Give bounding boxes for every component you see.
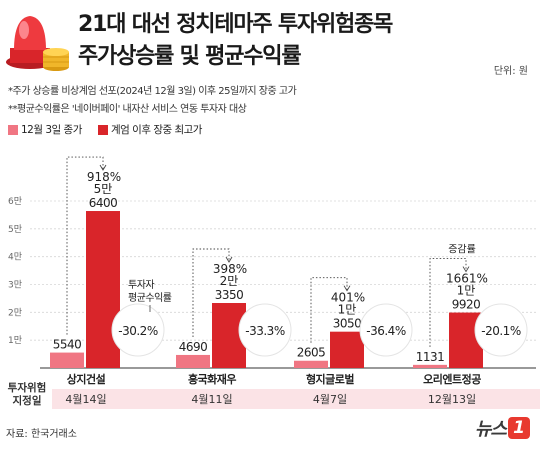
designation-date: 4월11일 xyxy=(191,392,232,406)
rise-arrowhead xyxy=(462,266,470,273)
y-tick-label: 2만 xyxy=(8,307,22,318)
y-tick-label: 5만 xyxy=(8,224,22,235)
bar-high-label-top: 2만 xyxy=(220,274,239,288)
legend-dec3-swatch xyxy=(8,124,18,135)
legend-high: 계엄 이후 장중 최고가 xyxy=(98,122,202,137)
legend-dec3-label: 12월 3일 종가 xyxy=(21,124,82,136)
category-label: 흥국화재우 xyxy=(188,372,236,386)
avg-return-label: -20.1% xyxy=(481,324,521,338)
logo-text: 뉴스 xyxy=(474,419,507,440)
rise-arrowhead xyxy=(225,256,233,263)
page-title-line2: 주가상승률 및 평균수익률 xyxy=(78,44,302,69)
bar-high-label-top: 1만 xyxy=(338,303,357,317)
bar-high-label-bottom: 3050 xyxy=(333,317,362,331)
bar-dec3 xyxy=(50,352,84,368)
avg-return-title-line2: 평균수익률 xyxy=(128,292,172,304)
bar-dec3 xyxy=(413,364,447,368)
legend-high-label: 계엄 이후 장중 최고가 xyxy=(111,124,202,136)
bar-dec3 xyxy=(176,354,210,368)
bar-high-label-bottom: 9920 xyxy=(452,298,481,312)
y-tick-label: 1만 xyxy=(8,335,22,346)
source-label: 자료: 한국거래소 xyxy=(6,429,77,440)
news1-logo: 뉴스 1 xyxy=(475,415,530,441)
y-tick-label: 6만 xyxy=(8,196,22,207)
rise-arrowhead xyxy=(99,164,107,171)
avg-return-label: -33.3% xyxy=(245,324,285,338)
avg-return-circle xyxy=(474,303,528,357)
avg-return-circle xyxy=(238,303,292,357)
legend-dec3: 12월 3일 종가 xyxy=(8,122,82,137)
rise-connector xyxy=(429,258,467,347)
avg-return-circle xyxy=(359,303,413,357)
rise-label: 401% xyxy=(331,291,365,305)
category-label: 형지글로벌 xyxy=(306,372,354,386)
rise-connector xyxy=(192,248,230,337)
bar-high xyxy=(330,331,364,368)
designation-date: 4월14일 xyxy=(65,392,106,406)
rise-label: 1661% xyxy=(446,272,488,286)
bar-high-label-bottom: 3350 xyxy=(215,288,244,302)
avg-return-label: -30.2% xyxy=(118,324,158,338)
rise-connector xyxy=(310,277,348,343)
bar-dec3 xyxy=(294,360,328,368)
bar-dec3-label: 1131 xyxy=(416,350,445,364)
avg-return-label: -36.4% xyxy=(366,324,406,338)
designation-band xyxy=(52,389,540,409)
y-tick-label: 4만 xyxy=(8,252,22,263)
rise-arrowhead xyxy=(343,285,351,292)
category-label: 상지건설 xyxy=(67,372,106,386)
page-title-line1: 21대 대선 정치테마주 투자위험종목 xyxy=(78,12,393,37)
bar-high-label-top: 5만 xyxy=(94,182,113,196)
avg-return-circle xyxy=(111,303,165,357)
legend-high-swatch xyxy=(98,124,108,135)
designation-date: 4월7일 xyxy=(313,392,347,406)
logo-mark: 1 xyxy=(508,417,530,439)
category-label: 오리엔트정공 xyxy=(423,372,481,386)
unit-label: 단위: 원 xyxy=(493,66,528,77)
bar-high-label-top: 1만 xyxy=(457,284,476,298)
note-1: *주가 상승률 비상계엄 선포(2024년 12월 3일) 이후 25일까지 장… xyxy=(8,86,297,97)
bar-dec3-label: 2605 xyxy=(297,346,326,360)
rise-label: 398% xyxy=(213,262,247,276)
bar-high xyxy=(86,211,120,368)
bar-dec3-label: 5540 xyxy=(53,338,82,352)
siren-coins-icon xyxy=(6,16,69,71)
note-2: **평균수익률은 '네이버페이' 내자산 서비스 연동 투자자 대상 xyxy=(8,104,247,115)
rise-prefix-label: 증감률 xyxy=(448,244,476,256)
designation-label: 투자위험 지정일 xyxy=(7,382,47,407)
bar-high-label-bottom: 6400 xyxy=(89,196,118,210)
rise-connector xyxy=(66,156,104,335)
rise-label: 918% xyxy=(87,170,121,184)
y-tick-label: 3만 xyxy=(8,280,22,291)
avg-return-title-line1: 투자자 xyxy=(128,279,154,291)
bar-dec3-label: 4690 xyxy=(179,340,208,354)
designation-date: 12월13일 xyxy=(428,392,476,406)
